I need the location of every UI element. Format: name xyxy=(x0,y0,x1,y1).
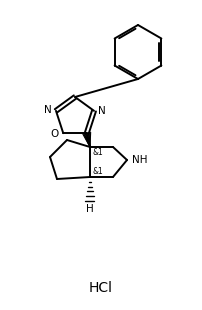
Text: H: H xyxy=(86,204,93,214)
Text: HCl: HCl xyxy=(88,281,113,295)
Text: NH: NH xyxy=(131,155,147,165)
Text: &1: &1 xyxy=(93,167,103,176)
Text: &1: &1 xyxy=(93,148,103,157)
Text: O: O xyxy=(50,129,58,139)
Text: N: N xyxy=(44,105,52,115)
Text: N: N xyxy=(98,106,105,116)
